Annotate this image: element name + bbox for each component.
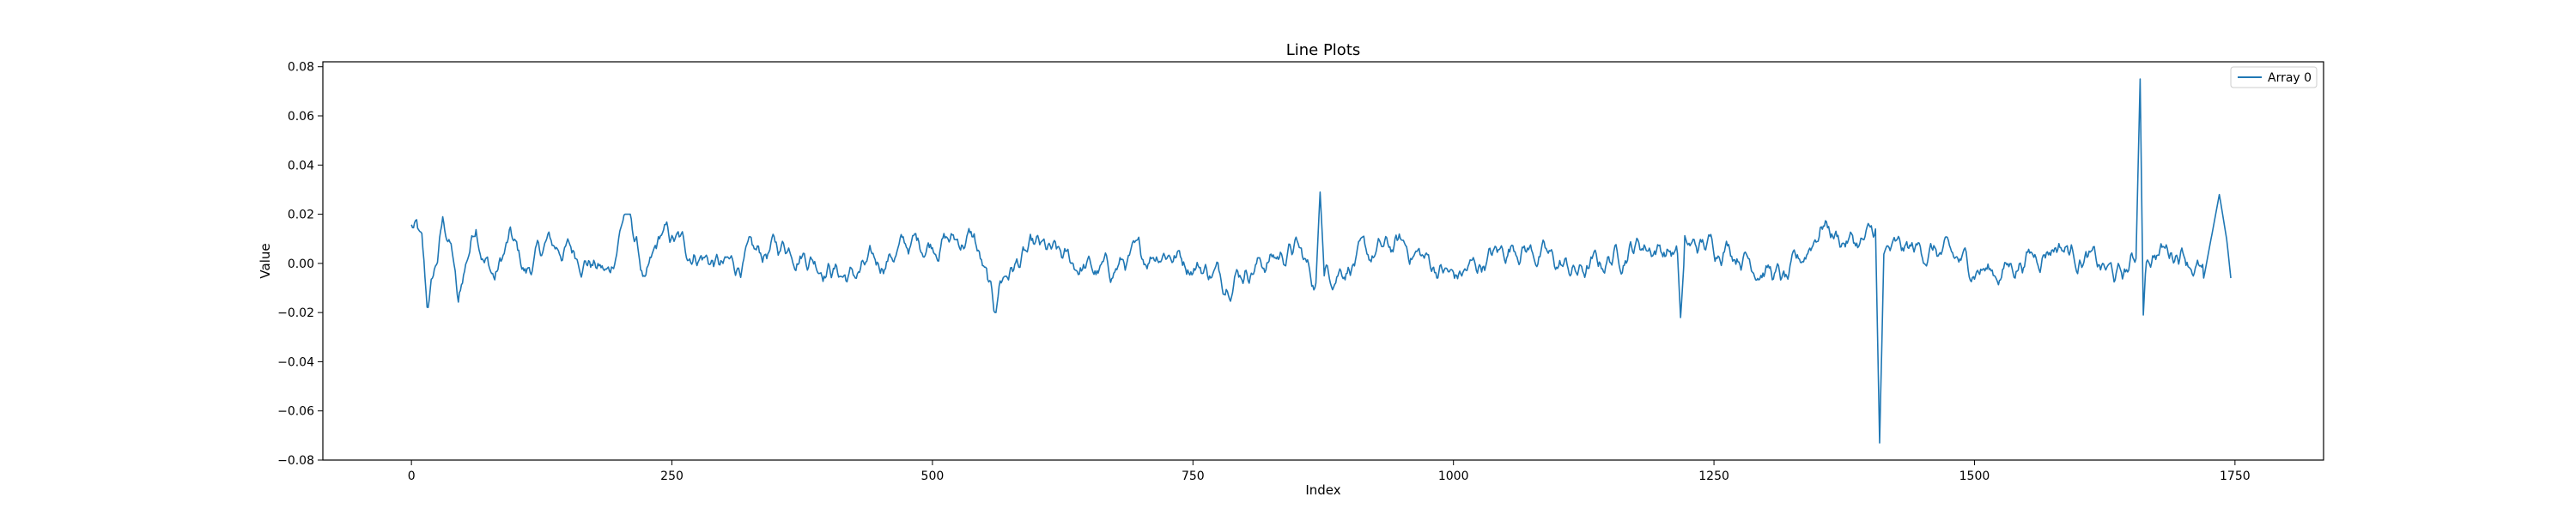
- x-tick-label: 1250: [1698, 470, 1729, 483]
- y-tick-label: −0.06: [277, 405, 314, 419]
- series-line-array-0: [410, 78, 2232, 444]
- legend: Array 0: [2230, 66, 2318, 88]
- plot-area: [322, 61, 2324, 461]
- y-tick-label: −0.08: [277, 454, 314, 468]
- chart-title: Line Plots: [1286, 41, 1361, 59]
- y-tick-label: −0.04: [277, 355, 314, 369]
- x-axis-ticks: 0 250 500 750 1000 1250 1500 1750: [408, 460, 2251, 483]
- x-tick-label: 250: [660, 470, 683, 483]
- legend-box: [2230, 66, 2318, 88]
- x-tick-label: 750: [1182, 470, 1205, 483]
- x-tick-label: 1000: [1438, 470, 1469, 483]
- y-axis-ticks: −0.08 −0.06 −0.04 −0.02 0.00 0.02 0.04 0.06 0.08: [277, 61, 323, 468]
- y-tick-label: 0.08: [288, 61, 314, 75]
- y-tick-label: −0.02: [277, 306, 314, 320]
- x-axis-label: Index: [1305, 482, 1340, 498]
- x-tick-label: 1500: [1959, 470, 1990, 483]
- y-axis-label: Value: [258, 243, 273, 278]
- legend-label-array-0: Array 0: [2268, 71, 2312, 85]
- x-tick-label: 500: [921, 470, 945, 483]
- y-tick-label: 0.00: [288, 258, 314, 271]
- y-tick-label: 0.02: [288, 209, 314, 222]
- x-tick-label: 1750: [2220, 470, 2251, 483]
- y-tick-label: 0.04: [288, 159, 314, 173]
- y-tick-label: 0.06: [288, 110, 314, 124]
- x-tick-label: 0: [408, 470, 416, 483]
